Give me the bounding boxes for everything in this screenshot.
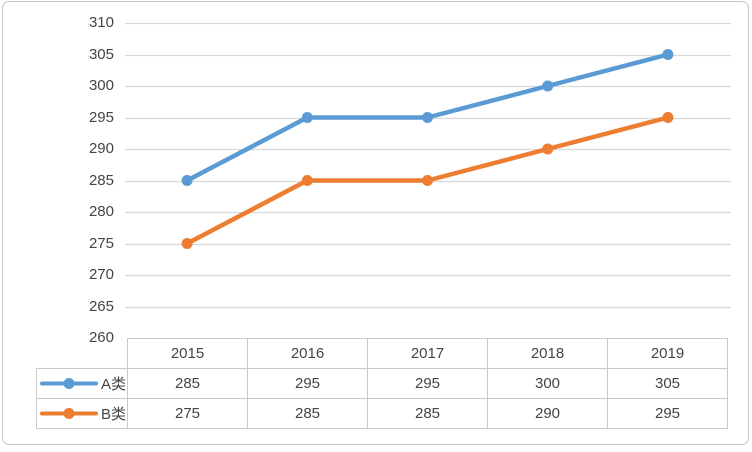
y-axis-tick-label: 300 [88,77,114,94]
table-value-cell: 305 [607,368,728,399]
data-point-marker [422,175,433,186]
table-row: B类 275 285 285 290 295 [36,398,728,429]
table-value-cell: 285 [127,368,248,399]
year-column-header: 2015 [127,338,248,369]
series-lines [181,49,674,249]
y-axis-tick-label: 295 [88,108,114,126]
table-header-row: 2015 2016 2017 2018 2019 [36,338,728,369]
table-value-cell: 290 [487,398,608,429]
table-value-cell: 285 [367,398,488,429]
table-value-cell: 295 [367,368,488,399]
data-point-marker [662,49,674,60]
y-axis-tick-label: 275 [88,234,114,252]
y-axis-tick-label: 310 [88,14,114,31]
series-legend-label: A类 [101,376,127,393]
table-value-cell: 275 [127,398,248,429]
y-axis-tick-label: 290 [88,140,114,157]
table-value-cell: 295 [247,368,368,399]
table-value-cell: 285 [247,398,368,429]
legend-cell: A类 [36,368,128,399]
data-point-marker [301,112,313,123]
y-axis-tick-label: 265 [88,297,114,315]
data-point-marker [301,175,313,186]
table-value-cell: 295 [607,398,728,429]
data-point-marker [181,175,193,186]
data-point-marker [662,112,674,123]
y-axis-tick-label: 280 [88,203,114,220]
year-column-header: 2016 [247,338,368,369]
year-column-header: 2018 [487,338,608,369]
y-axis-tick-label: 270 [88,266,114,283]
data-point-marker [422,112,433,123]
y-axis-tick-label: 305 [88,45,114,63]
series-legend-label: B类 [101,406,127,423]
legend-cell: B类 [36,398,128,429]
table-value-cell: 300 [487,368,608,399]
year-column-header: 2019 [607,338,728,369]
data-point-marker [542,80,554,92]
table-row: A类 285 295 295 300 305 [36,368,728,399]
chart-data-table: 2015 2016 2017 2018 2019 A类 285 295 295 300 305 B类 2… [36,338,728,429]
year-column-header: 2017 [367,338,488,369]
data-point-marker [542,143,554,155]
data-point-marker [181,238,193,249]
table-corner-blank [36,338,128,369]
y-axis-tick-label: 285 [88,171,114,189]
legend-key-line-marker-icon [40,378,98,389]
legend-key-line-marker-icon [40,408,98,419]
